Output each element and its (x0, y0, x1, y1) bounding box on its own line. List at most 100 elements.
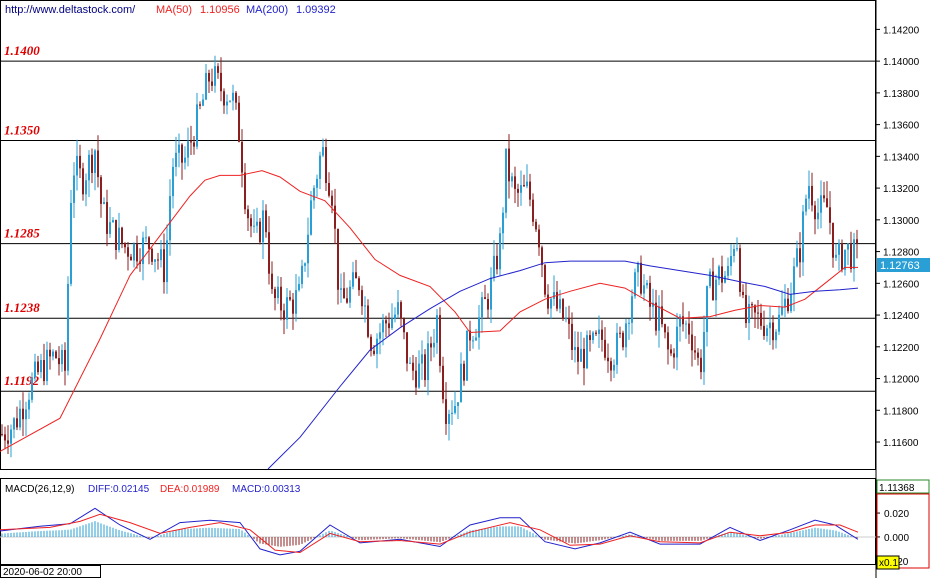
candle-body[interactable] (424, 354, 426, 381)
candle-body[interactable] (634, 272, 636, 297)
candle-body[interactable] (418, 363, 420, 388)
candle-body[interactable] (394, 314, 396, 319)
candle-body[interactable] (475, 337, 477, 341)
candle-body[interactable] (28, 399, 30, 410)
source-url[interactable]: http://www.deltastock.com/ (5, 4, 136, 16)
candle-body[interactable] (853, 239, 855, 269)
candle-body[interactable] (484, 297, 486, 299)
candle-body[interactable] (619, 332, 621, 334)
candle-body[interactable] (343, 288, 345, 299)
candle-body[interactable] (82, 168, 84, 195)
candle-body[interactable] (241, 141, 243, 173)
candle-body[interactable] (505, 148, 507, 213)
candle-body[interactable] (493, 255, 495, 278)
candle-body[interactable] (685, 323, 687, 325)
candle-body[interactable] (841, 243, 843, 270)
candle-body[interactable] (226, 101, 228, 106)
candle-body[interactable] (556, 292, 558, 309)
candle-body[interactable] (565, 318, 567, 320)
candle-body[interactable] (250, 218, 252, 227)
candle-body[interactable] (379, 332, 381, 339)
macd-multiplier[interactable]: x0.1 (879, 558, 898, 569)
candle-body[interactable] (517, 188, 519, 193)
candle-body[interactable] (106, 202, 108, 234)
candle-body[interactable] (16, 418, 18, 428)
candle-body[interactable] (673, 353, 675, 358)
candle-body[interactable] (571, 323, 573, 350)
candle-body[interactable] (811, 185, 813, 206)
candle-body[interactable] (442, 365, 444, 400)
candle-body[interactable] (286, 297, 288, 320)
candle-body[interactable] (823, 195, 825, 199)
candle-body[interactable] (607, 357, 609, 362)
candle-body[interactable] (202, 99, 204, 106)
candle-body[interactable] (490, 277, 492, 310)
candle-body[interactable] (526, 181, 528, 187)
candle-body[interactable] (388, 323, 390, 329)
candle-body[interactable] (727, 266, 729, 276)
candle-body[interactable] (667, 332, 669, 350)
candle-body[interactable] (595, 332, 597, 334)
candle-body[interactable] (313, 187, 315, 201)
candle-body[interactable] (88, 154, 90, 181)
candle-body[interactable] (70, 202, 72, 284)
candle-body[interactable] (808, 185, 810, 199)
candle-body[interactable] (355, 272, 357, 279)
candle-body[interactable] (763, 325, 765, 336)
candle-body[interactable] (172, 166, 174, 197)
candle-body[interactable] (295, 290, 297, 314)
candle-body[interactable] (22, 408, 24, 420)
candle-body[interactable] (700, 357, 702, 373)
candle-body[interactable] (649, 282, 651, 307)
candle-body[interactable] (349, 286, 351, 303)
candle-body[interactable] (613, 364, 615, 371)
candle-body[interactable] (640, 262, 642, 294)
candle-body[interactable] (346, 298, 348, 303)
candle-body[interactable] (436, 315, 438, 343)
candle-body[interactable] (775, 331, 777, 341)
candle-body[interactable] (7, 440, 9, 444)
candle-body[interactable] (784, 298, 786, 307)
candle-body[interactable] (664, 324, 666, 333)
price-panel[interactable] (0, 0, 876, 470)
candle-body[interactable] (223, 91, 225, 106)
candle-body[interactable] (793, 266, 795, 295)
candle-body[interactable] (466, 330, 468, 381)
candle-body[interactable] (1, 434, 3, 436)
candle-body[interactable] (100, 177, 102, 204)
candle-body[interactable] (769, 322, 771, 329)
candle-body[interactable] (430, 343, 432, 348)
candle-body[interactable] (457, 402, 459, 406)
candle-body[interactable] (160, 249, 162, 261)
candle-body[interactable] (772, 322, 774, 341)
candle-body[interactable] (502, 212, 504, 234)
candle-body[interactable] (43, 360, 45, 382)
candle-body[interactable] (283, 310, 285, 320)
candle-body[interactable] (742, 291, 744, 296)
candle-body[interactable] (34, 361, 36, 378)
candle-body[interactable] (682, 316, 684, 325)
candle-body[interactable] (127, 247, 129, 257)
candle-body[interactable] (217, 66, 219, 73)
candle-body[interactable] (706, 286, 708, 332)
candle-body[interactable] (541, 247, 543, 266)
candle-body[interactable] (199, 104, 201, 106)
candle-body[interactable] (148, 237, 150, 249)
candle-body[interactable] (166, 240, 168, 283)
candle-body[interactable] (715, 279, 717, 301)
candle-body[interactable] (625, 323, 627, 348)
candle-body[interactable] (637, 262, 639, 273)
candle-body[interactable] (247, 209, 249, 219)
candle-body[interactable] (337, 228, 339, 290)
candle-body[interactable] (370, 336, 372, 351)
candle-body[interactable] (298, 284, 300, 291)
candle-body[interactable] (367, 305, 369, 337)
candle-body[interactable] (235, 92, 237, 103)
candle-body[interactable] (736, 248, 738, 250)
candle-body[interactable] (652, 302, 654, 307)
candle-body[interactable] (244, 172, 246, 210)
candle-body[interactable] (427, 343, 429, 381)
candle-body[interactable] (133, 243, 135, 261)
candle-body[interactable] (187, 141, 189, 158)
